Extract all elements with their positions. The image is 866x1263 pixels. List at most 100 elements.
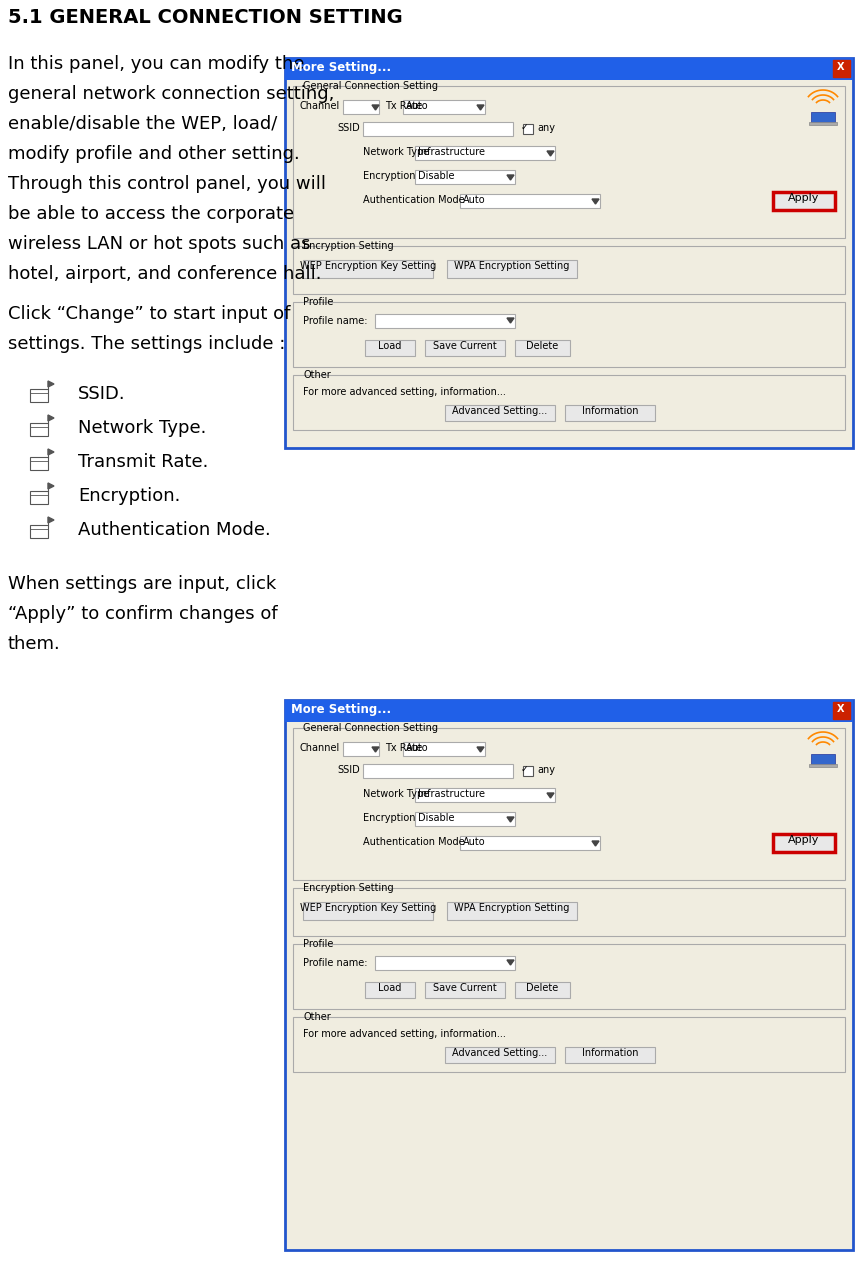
Text: Delete: Delete	[526, 983, 558, 993]
Text: them.: them.	[8, 635, 61, 653]
Bar	[445, 405, 555, 421]
Polygon shape	[547, 793, 554, 798]
Text: Profile: Profile	[303, 297, 333, 307]
Bar	[30, 525, 48, 538]
Polygon shape	[547, 152, 554, 157]
Bar	[833, 702, 850, 719]
Text: Disable: Disable	[418, 171, 455, 181]
Text: Other: Other	[303, 1012, 331, 1022]
Bar	[809, 764, 837, 767]
Text: General Connection Setting: General Connection Setting	[303, 722, 438, 733]
Text: Click “Change” to start input of: Click “Change” to start input of	[8, 304, 290, 323]
Text: “Apply” to confirm changes of: “Apply” to confirm changes of	[8, 605, 278, 623]
Polygon shape	[592, 200, 599, 205]
Text: Load: Load	[378, 341, 402, 351]
Text: For more advanced setting, information...: For more advanced setting, information..…	[303, 1029, 506, 1039]
Bar	[403, 100, 485, 114]
Text: More Setting...: More Setting...	[291, 61, 391, 75]
Text: For more advanced setting, information...: For more advanced setting, information..…	[303, 386, 506, 397]
Bar	[460, 836, 600, 850]
Text: ✓: ✓	[521, 123, 528, 133]
Text: settings. The settings include :: settings. The settings include :	[8, 335, 286, 352]
Text: SSID.: SSID.	[78, 385, 126, 403]
Polygon shape	[507, 318, 514, 323]
Bar	[365, 983, 415, 998]
Polygon shape	[48, 416, 54, 421]
Text: Through this control panel, you will: Through this control panel, you will	[8, 176, 326, 193]
Text: Information: Information	[582, 405, 638, 416]
Text: Save Current: Save Current	[433, 983, 497, 993]
Bar	[285, 58, 853, 80]
Text: SSID: SSID	[337, 765, 360, 775]
Bar	[447, 902, 577, 919]
Text: Network Type: Network Type	[363, 147, 430, 157]
Text: SSID: SSID	[337, 123, 360, 133]
Bar	[285, 58, 853, 448]
Text: Auto: Auto	[463, 837, 486, 847]
Bar	[415, 812, 515, 826]
Text: Disable: Disable	[418, 813, 455, 823]
Bar	[833, 61, 850, 77]
Text: Encryption.: Encryption.	[78, 488, 180, 505]
Bar	[293, 86, 845, 237]
Polygon shape	[507, 817, 514, 822]
Bar	[415, 171, 515, 184]
Bar	[363, 764, 513, 778]
Bar	[425, 983, 505, 998]
Bar	[523, 765, 533, 775]
Text: X: X	[837, 703, 844, 714]
Text: any: any	[537, 765, 555, 775]
Text: modify profile and other setting.: modify profile and other setting.	[8, 145, 300, 163]
Text: Apply: Apply	[788, 193, 820, 203]
Bar	[343, 741, 379, 757]
Text: Information: Information	[582, 1048, 638, 1058]
Bar	[425, 340, 505, 356]
Text: Tx Rate: Tx Rate	[385, 743, 423, 753]
Text: any: any	[537, 123, 555, 133]
Text: Load: Load	[378, 983, 402, 993]
Text: 5.1 GENERAL CONNECTION SETTING: 5.1 GENERAL CONNECTION SETTING	[8, 8, 403, 27]
Polygon shape	[48, 517, 54, 523]
Bar	[415, 788, 555, 802]
Bar	[811, 112, 835, 123]
Bar	[375, 314, 515, 328]
Text: Encryption: Encryption	[363, 813, 416, 823]
Polygon shape	[48, 482, 54, 489]
Bar	[773, 834, 835, 853]
Text: WEP Encryption Key Setting: WEP Encryption Key Setting	[300, 903, 436, 913]
Text: Encryption Setting: Encryption Setting	[303, 883, 394, 893]
Text: Infrastructure: Infrastructure	[418, 789, 485, 799]
Bar	[30, 423, 48, 436]
Text: In this panel, you can modify the: In this panel, you can modify the	[8, 56, 304, 73]
Text: More Setting...: More Setting...	[291, 703, 391, 716]
Text: Channel: Channel	[300, 101, 340, 111]
Text: Advanced Setting...: Advanced Setting...	[452, 405, 547, 416]
Text: wireless LAN or hot spots such as: wireless LAN or hot spots such as	[8, 235, 311, 253]
Bar	[365, 340, 415, 356]
Bar	[293, 1017, 845, 1072]
Text: X: X	[837, 62, 844, 72]
Bar	[293, 302, 845, 368]
Bar	[30, 457, 48, 470]
Text: Channel: Channel	[300, 743, 340, 753]
Bar	[285, 700, 853, 1250]
Bar	[565, 405, 655, 421]
Text: Apply: Apply	[788, 835, 820, 845]
Bar	[807, 99, 839, 124]
Polygon shape	[48, 450, 54, 455]
Bar	[293, 727, 845, 880]
Polygon shape	[507, 960, 514, 965]
Text: Infrastructure: Infrastructure	[418, 147, 485, 157]
Text: Auto: Auto	[406, 101, 429, 111]
Bar	[773, 192, 835, 210]
Text: WPA Encryption Setting: WPA Encryption Setting	[455, 903, 570, 913]
Text: Delete: Delete	[526, 341, 558, 351]
Bar	[460, 195, 600, 208]
Text: Profile: Profile	[303, 938, 333, 949]
Text: general network connection setting,: general network connection setting,	[8, 85, 334, 104]
Bar	[565, 1047, 655, 1063]
Text: Tx Rate: Tx Rate	[385, 101, 423, 111]
Text: Network Type.: Network Type.	[78, 419, 206, 437]
Polygon shape	[477, 746, 484, 751]
Text: General Connection Setting: General Connection Setting	[303, 81, 438, 91]
